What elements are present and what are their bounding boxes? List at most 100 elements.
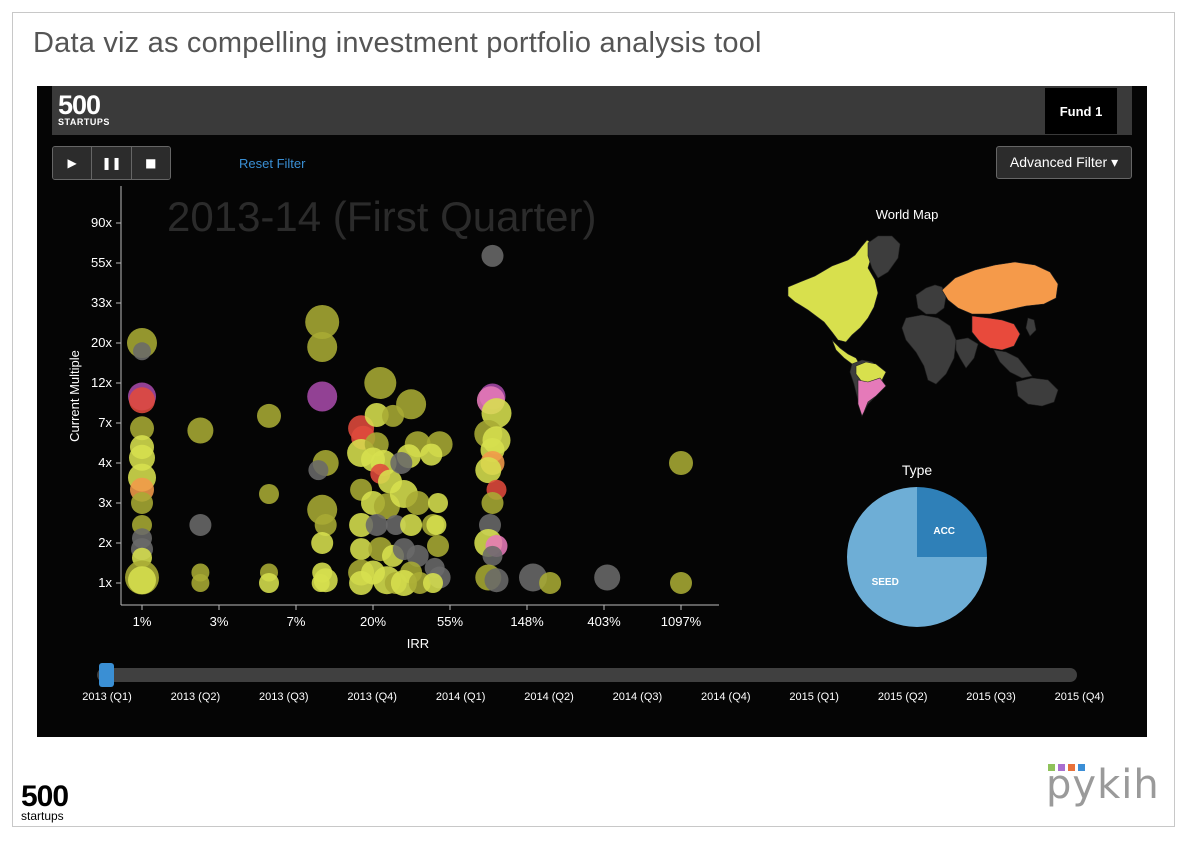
timeline-label[interactable]: 2014 (Q1): [436, 691, 486, 703]
scatter-point[interactable]: [670, 572, 692, 594]
x-tick-label: 1097%: [661, 614, 702, 629]
map-region-russia[interactable]: [941, 261, 1059, 315]
scatter-point[interactable]: [130, 416, 154, 441]
scatter-point[interactable]: [307, 381, 338, 412]
y-tick-label: 12x: [91, 375, 112, 390]
scatter-point[interactable]: [187, 417, 214, 444]
pykih-square: [1078, 764, 1085, 771]
advanced-filter-dropdown[interactable]: Advanced Filter ▾: [996, 146, 1132, 179]
timeline-label[interactable]: 2014 (Q2): [524, 691, 574, 703]
scatter-point[interactable]: [481, 244, 504, 267]
map-region-southeast-asia[interactable]: [993, 349, 1033, 379]
map-region-central-america[interactable]: [831, 339, 861, 366]
timeline-label[interactable]: 2013 (Q3): [259, 691, 309, 703]
dashboard: 500 STARTUPS Fund 1 ▶ ❚❚ ■ Reset Filter …: [37, 86, 1147, 737]
scatter-point[interactable]: [481, 492, 504, 514]
dashboard-charts: 2013-14 (First Quarter) 1x 2x 3x 4x 7x 12x 20x…: [67, 186, 1104, 703]
dashboard-header: 500 STARTUPS Fund 1: [52, 86, 1132, 135]
scatter-point[interactable]: [129, 444, 155, 471]
play-button[interactable]: ▶: [53, 147, 93, 179]
reset-filter-link[interactable]: Reset Filter: [239, 156, 306, 171]
pykih-squares: [1048, 764, 1160, 771]
map-region-greenland[interactable]: [867, 235, 901, 279]
scatter-point[interactable]: [350, 538, 373, 561]
playback-controls: ▶ ❚❚ ■: [52, 146, 171, 180]
scatter-point[interactable]: [405, 491, 430, 515]
scatter-point[interactable]: [385, 515, 406, 535]
scatter-point[interactable]: [349, 513, 374, 537]
type-chart-title: Type: [902, 462, 933, 478]
y-tick-label: 55x: [91, 255, 112, 270]
map-region-india[interactable]: [955, 337, 979, 369]
scatter-point[interactable]: [308, 460, 329, 481]
timeline-label[interactable]: 2013 (Q1): [82, 691, 132, 703]
map-region-africa[interactable]: [901, 314, 957, 385]
scatter-point[interactable]: [259, 573, 279, 593]
scatter-point[interactable]: [594, 564, 621, 591]
map-region-argentina[interactable]: [857, 377, 887, 417]
scatter-point[interactable]: [669, 451, 693, 475]
logo-number: 500: [58, 90, 101, 120]
scatter-point[interactable]: [307, 332, 338, 362]
scatter-point[interactable]: [406, 544, 429, 567]
scatter-point[interactable]: [365, 514, 388, 536]
scatter-point[interactable]: [305, 305, 340, 339]
scatter-point[interactable]: [390, 570, 417, 596]
timeline-label[interactable]: 2015 (Q3): [966, 691, 1016, 703]
scatter-point[interactable]: [129, 387, 155, 414]
map-region-australia[interactable]: [1015, 377, 1059, 407]
scatter-point[interactable]: [420, 443, 443, 466]
timeline-label[interactable]: 2013 (Q2): [171, 691, 221, 703]
slide-title: Data viz as compelling investment portfo…: [33, 27, 762, 59]
map-region-europe[interactable]: [915, 284, 947, 315]
fund-button[interactable]: Fund 1: [1045, 88, 1117, 134]
timeline-track[interactable]: [97, 668, 1077, 682]
scatter-point[interactable]: [131, 492, 153, 514]
map-region-japan[interactable]: [1025, 317, 1037, 337]
x-tick-label: 20%: [360, 614, 386, 629]
scatter-point[interactable]: [423, 573, 443, 593]
scatter-point[interactable]: [390, 452, 413, 474]
scatter-point[interactable]: [314, 514, 337, 536]
stop-button[interactable]: ■: [131, 147, 170, 179]
scatter-point[interactable]: [311, 532, 334, 554]
pause-button[interactable]: ❚❚: [92, 147, 132, 179]
y-tick-label: 1x: [98, 575, 112, 590]
pykih-square: [1058, 764, 1065, 771]
scatter-point[interactable]: [311, 574, 330, 592]
scatter-point[interactable]: [128, 566, 156, 595]
y-tick-label: 2x: [98, 535, 112, 550]
pykih-wordmark: pykih: [1046, 762, 1160, 808]
timeline-label[interactable]: 2014 (Q4): [701, 691, 751, 703]
scatter-point[interactable]: [428, 493, 448, 513]
timeline-label[interactable]: 2015 (Q4): [1055, 691, 1105, 703]
timeline-label[interactable]: 2014 (Q3): [613, 691, 663, 703]
scatter-point[interactable]: [133, 342, 151, 361]
pie-slice-acc[interactable]: [917, 487, 987, 557]
scatter-point[interactable]: [539, 572, 562, 594]
y-axis-title: Current Multiple: [67, 350, 82, 442]
pie-slice-seed[interactable]: [847, 487, 987, 627]
scatter-point[interactable]: [475, 457, 502, 484]
map-region-north-america[interactable]: [787, 239, 879, 343]
scatter-point[interactable]: [400, 514, 423, 536]
scatter-point[interactable]: [191, 574, 210, 592]
timeline-label[interactable]: 2013 (Q4): [347, 691, 397, 703]
map-region-china[interactable]: [971, 315, 1021, 351]
timeline-handle[interactable]: [99, 663, 114, 687]
scatter-point[interactable]: [364, 367, 397, 399]
scatter-point[interactable]: [427, 535, 449, 557]
footer-500-startups-logo: 500 startups: [21, 782, 69, 823]
scatter-point[interactable]: [189, 514, 212, 536]
timeline-slider[interactable]: 2013 (Q1) 2013 (Q2) 2013 (Q3) 2013 (Q4) 2014…: [82, 663, 1104, 703]
scatter-point[interactable]: [426, 515, 447, 535]
scatter-point[interactable]: [257, 403, 281, 428]
scatter-point[interactable]: [482, 545, 503, 566]
scatter-point[interactable]: [364, 403, 389, 427]
scatter-point[interactable]: [484, 568, 509, 593]
x-tick-label: 7%: [287, 614, 306, 629]
scatter-point[interactable]: [396, 389, 427, 420]
timeline-label[interactable]: 2015 (Q2): [878, 691, 928, 703]
timeline-label[interactable]: 2015 (Q1): [789, 691, 839, 703]
scatter-point[interactable]: [259, 484, 279, 504]
